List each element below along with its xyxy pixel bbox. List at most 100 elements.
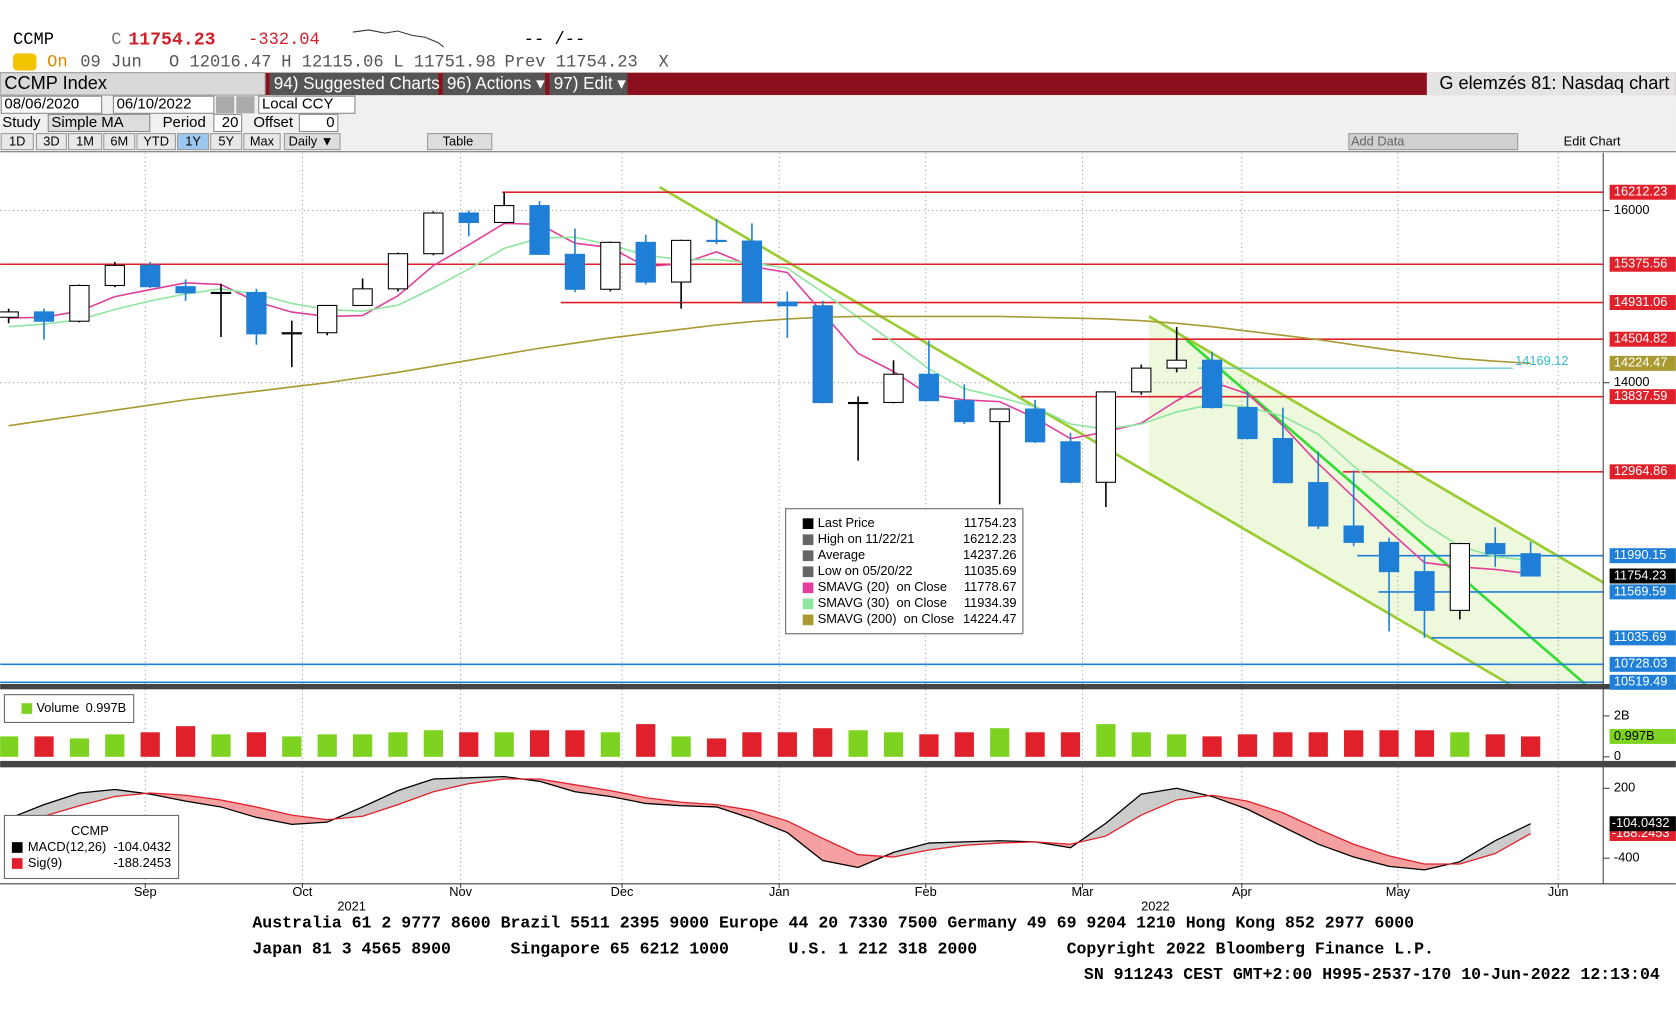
volume-bar bbox=[1273, 732, 1293, 757]
macd-fill bbox=[362, 790, 398, 817]
period-button[interactable] bbox=[35, 133, 67, 151]
volume-bar bbox=[883, 732, 904, 757]
volume-bar bbox=[34, 736, 54, 757]
candle-body bbox=[69, 284, 90, 322]
suggested-button[interactable] bbox=[269, 72, 439, 96]
start-date-box[interactable] bbox=[0, 95, 103, 114]
volume-bar bbox=[742, 732, 762, 757]
edit-chart[interactable]: Edit Chart bbox=[1564, 134, 1621, 149]
level-label: 16212.23 bbox=[1614, 184, 1667, 199]
period: 20 bbox=[222, 114, 239, 131]
prev-button[interactable] bbox=[216, 96, 235, 114]
offset-box[interactable] bbox=[298, 113, 339, 132]
prev-price: Prev 11754.23 bbox=[505, 54, 638, 73]
candle-body bbox=[423, 212, 444, 255]
bid-ask: -- /-- bbox=[524, 31, 586, 50]
close-button[interactable]: X bbox=[658, 54, 668, 73]
period-buttons: 1D 3D 1M 6M YTD 1Y 5Y Max bbox=[0, 133, 281, 151]
level-label: 11569.59 bbox=[1614, 583, 1667, 598]
end-date: 06/10/2022 bbox=[117, 96, 192, 113]
x-tick-label: Apr bbox=[1232, 884, 1253, 899]
candle-body bbox=[0, 311, 19, 318]
volume-bar bbox=[1485, 734, 1505, 757]
legend-label: Low on 05/20/22 bbox=[818, 563, 913, 578]
study-box[interactable] bbox=[47, 113, 151, 132]
alert-icon[interactable] bbox=[12, 53, 37, 71]
macd-fill bbox=[1247, 801, 1283, 827]
legend-value: -104.0432 bbox=[113, 839, 171, 854]
edit-button[interactable] bbox=[549, 72, 628, 96]
period-button[interactable] bbox=[0, 133, 34, 151]
period-button[interactable] bbox=[103, 133, 136, 151]
legend-value: 14224.47 bbox=[963, 611, 1016, 626]
volume-bar bbox=[671, 736, 691, 757]
actions-button[interactable] bbox=[442, 72, 546, 96]
period-button[interactable] bbox=[243, 133, 281, 151]
period-label: 6M bbox=[110, 134, 128, 149]
actions-label: 96) Actions ▾ bbox=[447, 74, 545, 93]
volume-bar bbox=[140, 732, 160, 757]
page-title: G elemzés 81: Nasdaq chart bbox=[1439, 73, 1669, 93]
level-label: 10519.49 bbox=[1614, 674, 1667, 689]
period-button[interactable] bbox=[210, 133, 243, 151]
panel-divider bbox=[0, 683, 1676, 690]
volume-bar bbox=[529, 730, 550, 757]
candle-body bbox=[1272, 438, 1294, 484]
period-label: YTD bbox=[143, 134, 169, 149]
macd-fill bbox=[1353, 844, 1390, 867]
macd-fill bbox=[751, 810, 788, 833]
period-label: 1M bbox=[76, 134, 94, 149]
candle-body bbox=[210, 291, 232, 295]
offset-label: Offset bbox=[253, 114, 293, 131]
add-data-box[interactable] bbox=[1348, 133, 1519, 151]
period-button[interactable] bbox=[67, 133, 103, 151]
level-label-box bbox=[1609, 674, 1676, 690]
level-label-box bbox=[1609, 656, 1676, 672]
candle-body bbox=[954, 400, 975, 423]
level-label: 15375.56 bbox=[1614, 256, 1667, 271]
frequency-box[interactable] bbox=[283, 133, 341, 151]
macd-fill bbox=[79, 789, 115, 806]
volume-bar bbox=[777, 732, 797, 757]
period-button[interactable] bbox=[136, 133, 176, 151]
candle-body bbox=[1520, 553, 1541, 577]
price-change: -332.04 bbox=[248, 31, 320, 50]
volume-bar bbox=[105, 734, 125, 757]
candle-body bbox=[246, 291, 267, 335]
legend-value: 11934.39 bbox=[964, 595, 1017, 610]
candle-body bbox=[1131, 367, 1152, 393]
candle-body bbox=[529, 205, 550, 255]
legend-label: SMAVG (200) on Close bbox=[818, 611, 954, 626]
trend-line bbox=[1148, 315, 1604, 584]
period-button[interactable] bbox=[177, 133, 210, 151]
volume-bar bbox=[282, 736, 302, 757]
volume-bar bbox=[388, 732, 408, 757]
add-data: Add Data bbox=[1351, 134, 1405, 149]
currency-box[interactable] bbox=[258, 95, 356, 114]
end-date-box[interactable] bbox=[112, 95, 215, 114]
start-date: 08/06/2020 bbox=[4, 96, 79, 113]
candle-body bbox=[564, 253, 586, 290]
x-tick-label: Mar bbox=[1071, 884, 1094, 899]
level-label: 11990.15 bbox=[1614, 547, 1667, 562]
legend-swatch bbox=[802, 582, 814, 594]
price-plot bbox=[0, 191, 1604, 684]
volume-bar bbox=[954, 732, 974, 757]
level-label-box bbox=[1609, 464, 1676, 480]
candle-body bbox=[635, 241, 656, 283]
legend-swatch bbox=[802, 518, 814, 530]
next-button[interactable] bbox=[236, 96, 255, 114]
footer-line: SN 911243 CEST GMT+2:00 H995-2537-170 10… bbox=[1084, 965, 1660, 984]
volume-bar bbox=[565, 730, 585, 757]
last-price: 11754.23 bbox=[128, 30, 215, 50]
level-label-box bbox=[1609, 584, 1676, 600]
table-button[interactable] bbox=[427, 133, 493, 151]
period-box[interactable] bbox=[213, 113, 243, 132]
y-tick-label: 2B bbox=[1614, 707, 1630, 722]
macd-fill bbox=[893, 843, 929, 858]
x-tick-label: Feb bbox=[915, 884, 937, 899]
security-box[interactable] bbox=[0, 72, 266, 96]
candle-body bbox=[175, 286, 196, 294]
volume-bar bbox=[1202, 736, 1222, 757]
legend-label: Sig(9) bbox=[28, 855, 62, 870]
